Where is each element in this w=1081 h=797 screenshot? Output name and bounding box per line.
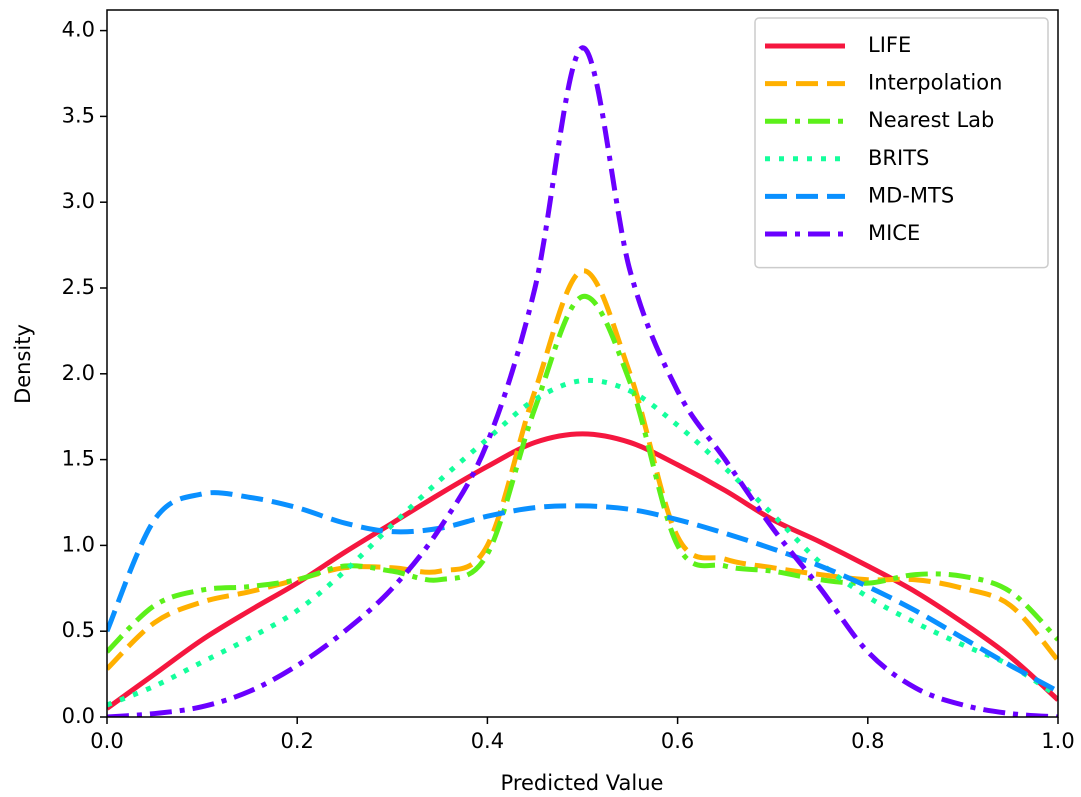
x-tick-label: 1.0: [1041, 729, 1074, 753]
y-tick-label: 3.5: [62, 103, 95, 127]
y-tick-label: 0.0: [62, 704, 95, 728]
y-tick-label: 4.0: [62, 18, 95, 42]
x-axis-label: Predicted Value: [501, 771, 664, 795]
x-tick-label: 0.6: [661, 729, 694, 753]
y-tick-label: 3.0: [62, 189, 95, 213]
density-line: [107, 294, 1058, 654]
y-axis-label: Density: [11, 324, 35, 404]
legend-label: Interpolation: [868, 71, 1002, 95]
plot-frame: [106, 9, 1059, 718]
x-tick-label: 0.8: [851, 729, 884, 753]
x-tick-label: 0.4: [471, 729, 504, 753]
x-tick-label: 0.2: [280, 729, 313, 753]
legend-box: [754, 17, 1049, 269]
y-tick-label: 0.5: [62, 618, 95, 642]
x-tick-label: 0.0: [90, 729, 123, 753]
density-line: [107, 377, 1058, 708]
density-line: [107, 490, 1058, 694]
y-tick-label: 1.0: [62, 532, 95, 556]
density-line: [107, 431, 1058, 711]
y-tick-label: 1.5: [62, 447, 95, 471]
legend-label: Nearest Lab: [868, 108, 994, 132]
legend-label: LIFE: [868, 33, 911, 57]
legend-label: MICE: [868, 221, 920, 245]
y-tick-label: 2.0: [62, 361, 95, 385]
density-line: [107, 45, 1058, 717]
y-tick-label: 2.5: [62, 275, 95, 299]
legend-label: MD-MTS: [868, 183, 954, 207]
legend-label: BRITS: [868, 146, 929, 170]
